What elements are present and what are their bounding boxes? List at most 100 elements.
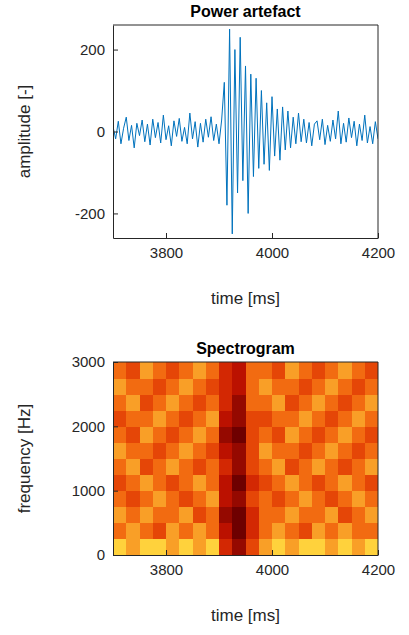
cell bbox=[113, 426, 127, 443]
cell bbox=[219, 426, 233, 443]
cell bbox=[140, 475, 154, 492]
cell bbox=[312, 362, 326, 379]
cell bbox=[299, 394, 313, 411]
cell bbox=[166, 394, 180, 411]
cell bbox=[219, 362, 233, 379]
cell bbox=[338, 378, 352, 395]
cell bbox=[140, 442, 154, 459]
cell bbox=[365, 507, 378, 524]
cell bbox=[272, 362, 286, 379]
cell bbox=[140, 362, 154, 379]
cell bbox=[312, 523, 326, 540]
tick: 4000 bbox=[256, 233, 289, 261]
cell bbox=[126, 459, 140, 476]
cell bbox=[193, 459, 207, 476]
cell bbox=[259, 442, 273, 459]
cell bbox=[126, 475, 140, 492]
cell bbox=[352, 507, 366, 524]
cell bbox=[312, 459, 326, 476]
tick-mark bbox=[113, 491, 118, 492]
cell bbox=[338, 539, 352, 555]
cell bbox=[259, 410, 273, 427]
cell bbox=[219, 475, 233, 492]
cell bbox=[312, 378, 326, 395]
tick-mark bbox=[113, 426, 118, 427]
cell bbox=[299, 507, 313, 524]
cell bbox=[246, 378, 260, 395]
cell bbox=[285, 475, 299, 492]
cell bbox=[113, 378, 127, 395]
cell bbox=[153, 507, 167, 524]
cell bbox=[193, 442, 207, 459]
cell bbox=[325, 378, 339, 395]
cell bbox=[285, 426, 299, 443]
cell bbox=[352, 362, 366, 379]
cell bbox=[153, 410, 167, 427]
cell bbox=[113, 523, 127, 540]
cell bbox=[338, 426, 352, 443]
tick-mark bbox=[166, 233, 167, 238]
cell bbox=[338, 410, 352, 427]
cell bbox=[179, 394, 193, 411]
cell bbox=[365, 539, 378, 555]
cell bbox=[272, 523, 286, 540]
cell bbox=[352, 410, 366, 427]
title: Power artefact bbox=[190, 3, 301, 20]
tick: 0 bbox=[97, 546, 118, 563]
cell bbox=[365, 362, 378, 379]
cell bbox=[285, 523, 299, 540]
cell bbox=[153, 491, 167, 508]
y-axis-title: amplitude [-] bbox=[15, 85, 34, 179]
cell bbox=[325, 459, 339, 476]
cell bbox=[140, 491, 154, 508]
cell bbox=[272, 378, 286, 395]
panel: 380040004200-2000200Power artefacttime [… bbox=[15, 3, 395, 308]
tick-label: 0 bbox=[97, 546, 105, 563]
cell bbox=[179, 378, 193, 395]
cell bbox=[219, 442, 233, 459]
cell bbox=[232, 491, 246, 508]
cell bbox=[338, 442, 352, 459]
cell bbox=[153, 475, 167, 492]
cell bbox=[338, 523, 352, 540]
cell bbox=[338, 362, 352, 379]
cell bbox=[153, 459, 167, 476]
cell bbox=[166, 459, 180, 476]
cell bbox=[285, 378, 299, 395]
cell bbox=[126, 426, 140, 443]
cell bbox=[246, 442, 260, 459]
cell bbox=[365, 410, 378, 427]
cell bbox=[259, 378, 273, 395]
tick-label: 1000 bbox=[72, 482, 105, 499]
cell bbox=[179, 539, 193, 555]
cell bbox=[299, 362, 313, 379]
cell bbox=[325, 394, 339, 411]
tick: 4200 bbox=[362, 233, 395, 261]
cell bbox=[338, 507, 352, 524]
cell bbox=[140, 410, 154, 427]
cell bbox=[166, 426, 180, 443]
cell bbox=[206, 426, 220, 443]
tick-mark bbox=[272, 550, 273, 555]
tick: 0 bbox=[97, 123, 118, 140]
cell bbox=[193, 394, 207, 411]
cell bbox=[285, 394, 299, 411]
cell bbox=[365, 523, 378, 540]
cell bbox=[113, 442, 127, 459]
cell bbox=[113, 491, 127, 508]
cell bbox=[352, 475, 366, 492]
cell bbox=[206, 394, 220, 411]
cell bbox=[299, 523, 313, 540]
tick-mark bbox=[378, 233, 379, 238]
cell bbox=[206, 378, 220, 395]
cell bbox=[140, 378, 154, 395]
cell bbox=[179, 459, 193, 476]
cell bbox=[206, 523, 220, 540]
cell bbox=[153, 362, 167, 379]
cell bbox=[166, 442, 180, 459]
y-axis: 0100020003000 bbox=[72, 353, 118, 563]
cell bbox=[325, 507, 339, 524]
cell bbox=[259, 475, 273, 492]
cell bbox=[246, 507, 260, 524]
cell bbox=[232, 523, 246, 540]
